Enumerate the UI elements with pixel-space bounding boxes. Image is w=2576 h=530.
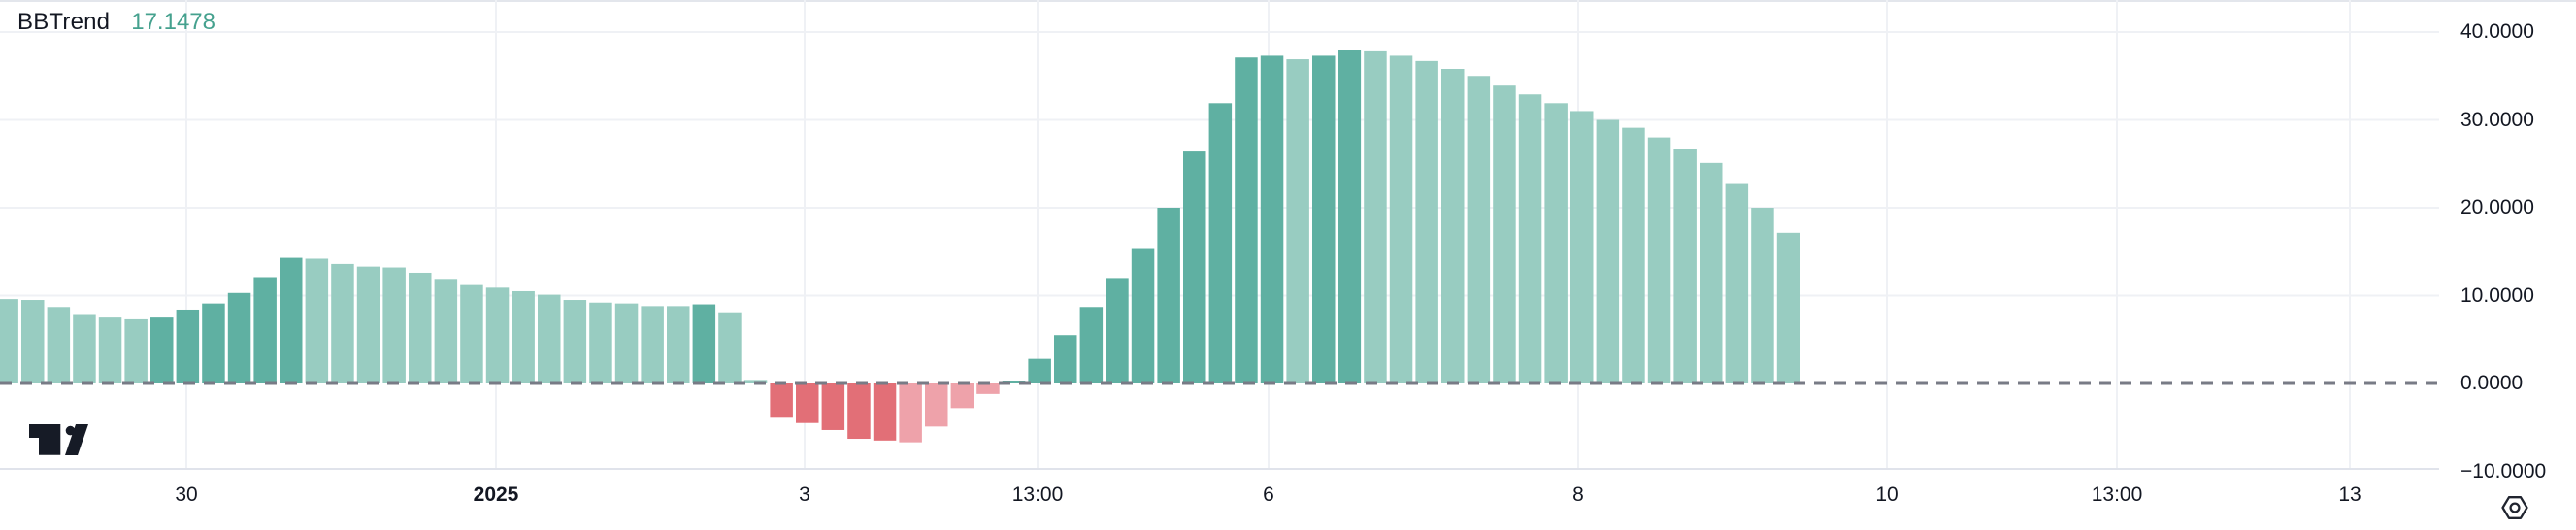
histogram-bar xyxy=(1338,50,1362,383)
histogram-bar xyxy=(743,380,768,383)
price-tick-label: 30.0000 xyxy=(2460,108,2534,131)
histogram-bar xyxy=(21,300,45,383)
chart-canvas[interactable] xyxy=(0,0,2576,469)
histogram-bar xyxy=(1260,55,1284,384)
histogram-bar xyxy=(1002,381,1026,383)
histogram-bar xyxy=(899,383,922,443)
histogram-bar xyxy=(356,266,380,383)
time-tick-label: 13 xyxy=(2338,483,2361,506)
histogram-bar xyxy=(253,277,277,383)
histogram-bar xyxy=(1054,335,1077,383)
price-tick-label: 40.0000 xyxy=(2460,20,2534,43)
histogram-bar xyxy=(0,299,18,383)
indicator-title: BBTrend xyxy=(17,9,111,35)
histogram-bar xyxy=(1441,69,1465,383)
histogram-bar xyxy=(1079,307,1104,383)
time-tick-label: 2025 xyxy=(473,483,519,506)
histogram-bar xyxy=(485,287,510,383)
histogram-bar xyxy=(950,383,974,409)
histogram-bar xyxy=(1596,119,1620,383)
histogram-bar xyxy=(73,314,96,383)
histogram-bar xyxy=(409,272,432,383)
histogram-bar xyxy=(1183,151,1206,383)
price-tick-label: 10.0000 xyxy=(2460,283,2534,307)
histogram-bar xyxy=(460,284,483,383)
histogram-bar xyxy=(280,257,303,383)
histogram-bar xyxy=(538,294,561,383)
logo-dot xyxy=(65,425,76,436)
histogram-bar xyxy=(1673,149,1697,383)
histogram-bar xyxy=(1208,103,1233,384)
histogram-bar xyxy=(1570,111,1594,383)
time-tick-label: 6 xyxy=(1263,483,1274,506)
histogram-bar xyxy=(925,383,948,427)
histogram-bar xyxy=(202,303,225,383)
price-scale-settings-icon[interactable] xyxy=(2500,493,2529,522)
tradingview-logo[interactable] xyxy=(29,424,88,456)
histogram-bar xyxy=(434,279,458,383)
pane-top-border xyxy=(0,0,2576,2)
histogram-bar xyxy=(1622,127,1645,383)
histogram-bar xyxy=(821,383,845,430)
histogram-bar xyxy=(1544,103,1568,384)
logo-slash-glyph xyxy=(65,424,88,455)
time-tick-label: 30 xyxy=(175,483,198,506)
histogram-bar xyxy=(1751,208,1774,383)
histogram-bar xyxy=(98,317,122,383)
histogram-bar xyxy=(1725,183,1749,383)
histogram-bar xyxy=(227,292,251,383)
time-tick-label: 10 xyxy=(1875,483,1899,506)
indicator-value: 17.1478 xyxy=(131,9,215,35)
histogram-bar xyxy=(1364,50,1387,383)
histogram-bar xyxy=(641,306,664,383)
histogram-bar xyxy=(563,300,587,383)
time-axis-divider xyxy=(0,468,2439,470)
histogram-bar xyxy=(150,317,174,383)
histogram-bar xyxy=(692,304,716,383)
time-tick-label: 13:00 xyxy=(2091,483,2143,506)
histogram-bar xyxy=(1493,85,1516,383)
time-tick-label: 3 xyxy=(799,483,810,506)
indicator-legend[interactable]: BBTrend 17.1478 xyxy=(17,9,215,36)
logo-one-glyph xyxy=(29,424,61,455)
histogram-bar xyxy=(1286,59,1309,384)
histogram-bar xyxy=(614,303,639,383)
histogram-bar xyxy=(667,306,690,383)
histogram-bar xyxy=(718,312,742,383)
histogram-bar xyxy=(1415,60,1438,384)
histogram-bar xyxy=(1131,248,1155,383)
histogram-bar xyxy=(512,290,535,383)
histogram-bar xyxy=(1389,55,1413,384)
histogram-bar xyxy=(873,383,897,441)
histogram-bar xyxy=(124,318,148,383)
histogram-bar xyxy=(1776,232,1800,383)
histogram-bar xyxy=(1467,76,1491,383)
time-tick-label: 13:00 xyxy=(1011,483,1064,506)
histogram-bar xyxy=(1700,162,1723,383)
histogram-bar xyxy=(47,307,71,383)
histogram-bar xyxy=(847,383,871,440)
histogram-bar xyxy=(770,383,793,418)
histogram-bar xyxy=(1106,278,1129,383)
price-tick-label: −10.0000 xyxy=(2460,459,2547,482)
histogram-bar xyxy=(796,383,819,423)
time-axis[interactable]: 30 2025 3 13:00 6 8 10 13:00 13 xyxy=(0,470,2439,530)
histogram-bar xyxy=(1157,208,1180,383)
histogram-bar xyxy=(382,267,406,383)
histogram-bar xyxy=(1235,57,1258,384)
histogram-bar xyxy=(1312,55,1336,384)
histogram-bar xyxy=(1028,358,1051,383)
histogram-bar xyxy=(176,309,200,383)
price-axis[interactable]: 40.0000 30.0000 20.0000 10.0000 0.0000 −10.00… xyxy=(2439,0,2576,530)
price-tick-label: 0.0000 xyxy=(2460,372,2524,394)
histogram-bar xyxy=(1518,94,1542,383)
histogram-bar xyxy=(1647,137,1671,383)
price-tick-label: 20.0000 xyxy=(2460,196,2534,218)
histogram-bar xyxy=(589,302,612,383)
histogram-bar xyxy=(976,383,1000,394)
histogram-bar xyxy=(305,258,329,383)
histogram-bar xyxy=(331,263,354,383)
time-tick-label: 8 xyxy=(1572,483,1584,506)
